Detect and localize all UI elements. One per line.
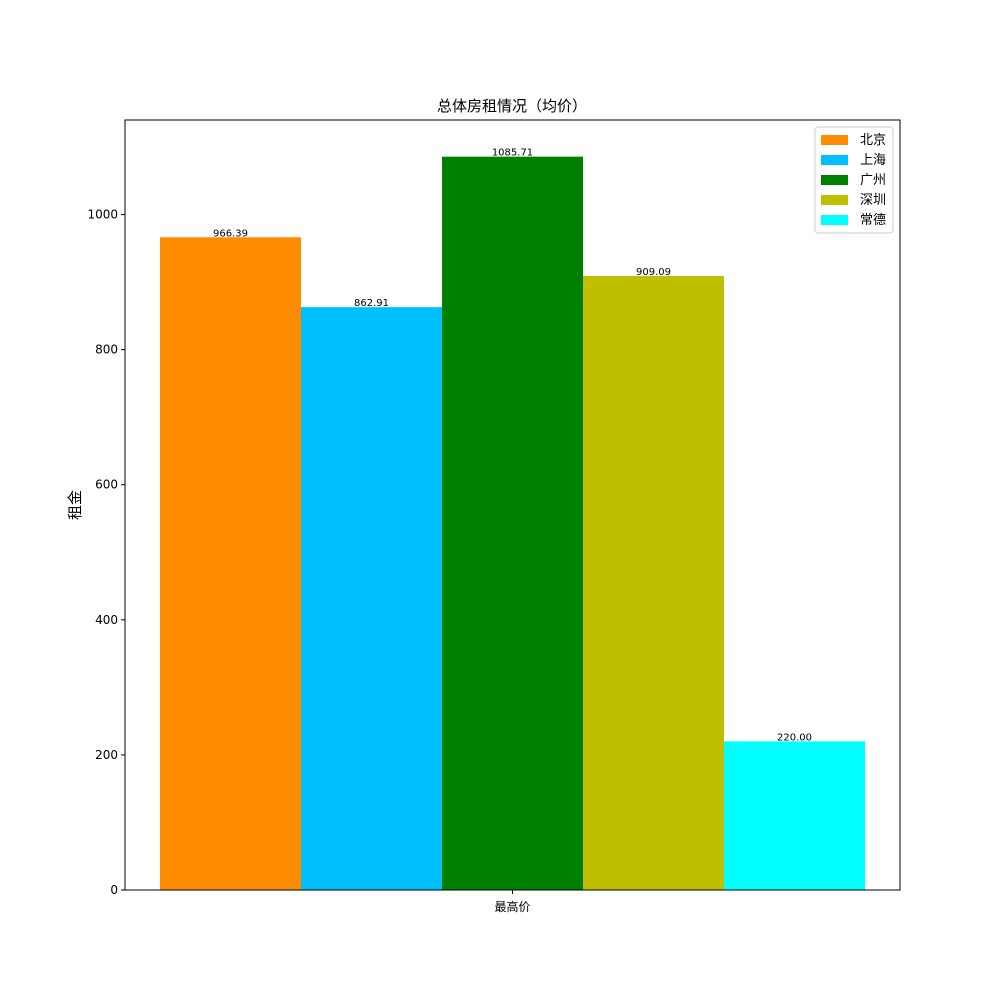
data-labels-layer: 966.39 862.91 1085.71 909.09 220.00: [213, 148, 812, 744]
chart-title: 总体房租情况（均价）: [437, 97, 587, 115]
data-label-5: 220.00: [777, 732, 812, 743]
bar-5: [724, 741, 865, 890]
data-label-1: 966.39: [213, 228, 248, 239]
legend-box: [814, 126, 894, 234]
y-tick-label: 200: [95, 748, 118, 762]
legend-swatch-2: [821, 155, 848, 165]
data-label-2: 862.91: [354, 298, 389, 309]
bar-4: [583, 275, 724, 890]
plot-frame: [124, 119, 901, 891]
y-tick-label: 400: [95, 613, 118, 627]
legend-label-5: 常德: [860, 213, 886, 228]
y-tick-label: 800: [95, 343, 118, 357]
legend-label-4: 深圳: [860, 193, 886, 208]
x-tick-label: 最高价: [494, 899, 530, 914]
data-label-4: 909.09: [636, 267, 671, 278]
legend-label-2: 上海: [860, 153, 886, 168]
bar-3: [442, 156, 583, 890]
legend-label-3: 广州: [860, 173, 886, 188]
y-axis-label: 租金: [66, 490, 84, 520]
bar-1: [160, 237, 301, 891]
bars-layer: [160, 156, 865, 891]
y-tick-label: 0: [110, 883, 118, 897]
legend-label-1: 北京: [860, 133, 886, 148]
legend-swatch-1: [821, 135, 848, 145]
legend-swatch-3: [821, 175, 848, 185]
y-axis: 0 200 400 600 800 1000: [87, 208, 125, 897]
data-label-3: 1085.71: [492, 148, 533, 159]
y-tick-label: 1000: [87, 208, 118, 222]
legend-swatch-4: [821, 195, 848, 205]
bar-2: [301, 307, 442, 890]
x-axis: 最高价: [494, 890, 531, 914]
y-tick-label: 600: [95, 478, 118, 492]
legend-swatch-5: [821, 215, 848, 225]
